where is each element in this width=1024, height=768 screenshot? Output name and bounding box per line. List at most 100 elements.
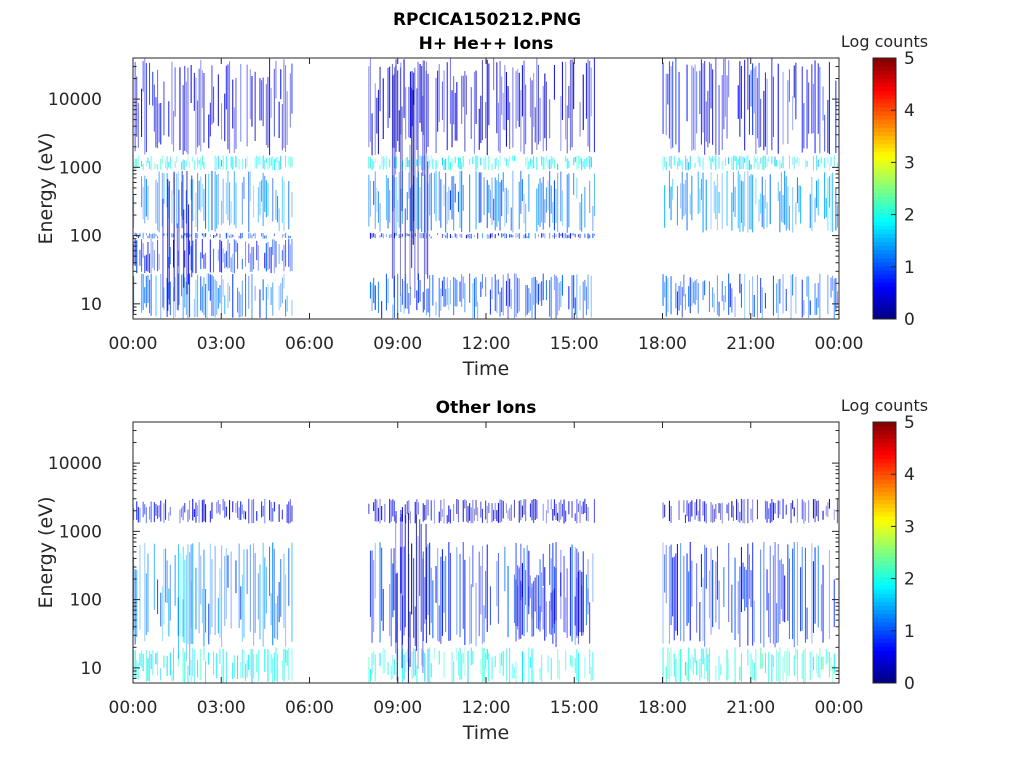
heatmap-cell bbox=[584, 159, 586, 169]
heatmap-cell bbox=[477, 507, 479, 522]
heatmap-cell bbox=[225, 182, 227, 215]
heatmap-cell bbox=[145, 160, 147, 167]
heatmap-cell bbox=[144, 255, 146, 273]
heatmap-cell bbox=[782, 195, 784, 223]
heatmap-cell bbox=[696, 279, 698, 300]
heatmap-cell bbox=[201, 70, 203, 109]
heatmap-cell bbox=[385, 155, 387, 170]
heatmap-cell bbox=[253, 233, 255, 236]
heatmap-cell bbox=[285, 232, 287, 238]
heatmap-cell bbox=[153, 250, 155, 271]
heatmap-cell bbox=[777, 652, 779, 681]
heatmap-cell bbox=[483, 605, 485, 643]
heatmap-cell bbox=[440, 556, 442, 644]
x-tick-label: 03:00 bbox=[197, 698, 246, 718]
heatmap-cell bbox=[688, 286, 690, 307]
heatmap-cell bbox=[793, 507, 795, 517]
heatmap-cell bbox=[461, 653, 463, 680]
heatmap-cell bbox=[398, 234, 400, 239]
heatmap-cell bbox=[142, 61, 144, 92]
heatmap-cell bbox=[184, 277, 186, 308]
heatmap-cell bbox=[798, 185, 800, 213]
heatmap-cell bbox=[696, 71, 698, 134]
heatmap-cell bbox=[825, 198, 827, 218]
heatmap-cell bbox=[828, 652, 830, 678]
colorbar-step bbox=[873, 589, 896, 594]
heatmap-cell bbox=[232, 79, 234, 129]
heatmap-cell bbox=[200, 648, 202, 680]
heatmap-cell bbox=[557, 172, 559, 232]
heatmap-cell bbox=[288, 156, 290, 166]
colorbar-step bbox=[873, 123, 896, 128]
heatmap-cell bbox=[177, 273, 179, 311]
heatmap-cell bbox=[694, 502, 696, 520]
heatmap-cell bbox=[531, 160, 533, 170]
colorbar-step bbox=[873, 462, 896, 468]
heatmap-cell bbox=[756, 156, 758, 170]
heatmap-cell bbox=[185, 81, 187, 153]
heatmap-cell bbox=[510, 234, 512, 238]
heatmap-cell bbox=[716, 173, 718, 231]
heatmap-cell bbox=[734, 186, 736, 217]
heatmap-cell bbox=[229, 500, 231, 520]
heatmap-cell bbox=[264, 649, 266, 672]
heatmap-cell bbox=[820, 656, 822, 670]
heatmap-cell bbox=[191, 175, 193, 278]
heatmap-cell bbox=[413, 72, 415, 105]
heatmap-cell bbox=[817, 545, 819, 628]
heatmap-cell bbox=[399, 517, 401, 631]
heatmap-cell bbox=[576, 499, 578, 524]
heatmap-cell bbox=[169, 506, 171, 516]
heatmap-cell bbox=[448, 287, 450, 311]
heatmap-cell bbox=[205, 504, 207, 523]
heatmap-cell bbox=[174, 67, 176, 117]
colorbar-step bbox=[873, 66, 896, 71]
heatmap-cell bbox=[761, 653, 763, 669]
heatmap-cell bbox=[405, 157, 407, 171]
heatmap-cell bbox=[185, 281, 187, 316]
heatmap-cell bbox=[560, 171, 562, 222]
heatmap-cell bbox=[523, 652, 525, 681]
heatmap-cell bbox=[211, 171, 213, 231]
heatmap-cell bbox=[184, 160, 186, 170]
heatmap-cell bbox=[227, 555, 229, 588]
heatmap-cell bbox=[830, 157, 832, 166]
heatmap-cell bbox=[414, 501, 416, 524]
y-tick-label: 100 bbox=[70, 227, 102, 247]
heatmap-cell bbox=[217, 74, 219, 126]
heatmap-cell bbox=[704, 280, 706, 296]
heatmap-cell bbox=[190, 245, 192, 271]
heatmap-cell bbox=[812, 656, 814, 670]
heatmap-cell bbox=[533, 498, 535, 523]
heatmap-cell bbox=[505, 158, 507, 167]
heatmap-cell bbox=[280, 559, 282, 617]
heatmap-cell bbox=[161, 586, 163, 642]
heatmap-cell bbox=[280, 69, 282, 100]
heatmap-cell bbox=[270, 653, 272, 674]
heatmap-cell bbox=[281, 660, 283, 680]
heatmap-cell bbox=[203, 254, 205, 269]
heatmap-cell bbox=[389, 584, 391, 637]
heatmap-cell bbox=[560, 96, 562, 151]
heatmap-cell bbox=[587, 233, 589, 239]
x-tick-label: 21:00 bbox=[726, 698, 775, 718]
heatmap-cell bbox=[147, 235, 149, 239]
heatmap-cell bbox=[235, 155, 237, 168]
heatmap-cell bbox=[718, 156, 720, 169]
heatmap-cell bbox=[163, 173, 165, 205]
heatmap-cell bbox=[571, 233, 573, 236]
heatmap-cell bbox=[145, 178, 147, 217]
heatmap-cell bbox=[496, 561, 498, 607]
heatmap-cell bbox=[542, 503, 544, 521]
heatmap-cell bbox=[229, 286, 231, 302]
heatmap-cell bbox=[697, 155, 699, 163]
heatmap-cell bbox=[480, 172, 482, 223]
heatmap-cell bbox=[668, 170, 670, 209]
heatmap-cell bbox=[678, 285, 680, 311]
heatmap-cell bbox=[408, 293, 410, 314]
heatmap-cell bbox=[254, 157, 256, 168]
heatmap-cell bbox=[585, 574, 587, 626]
heatmap-cell bbox=[563, 499, 565, 524]
heatmap-cell bbox=[291, 648, 293, 681]
